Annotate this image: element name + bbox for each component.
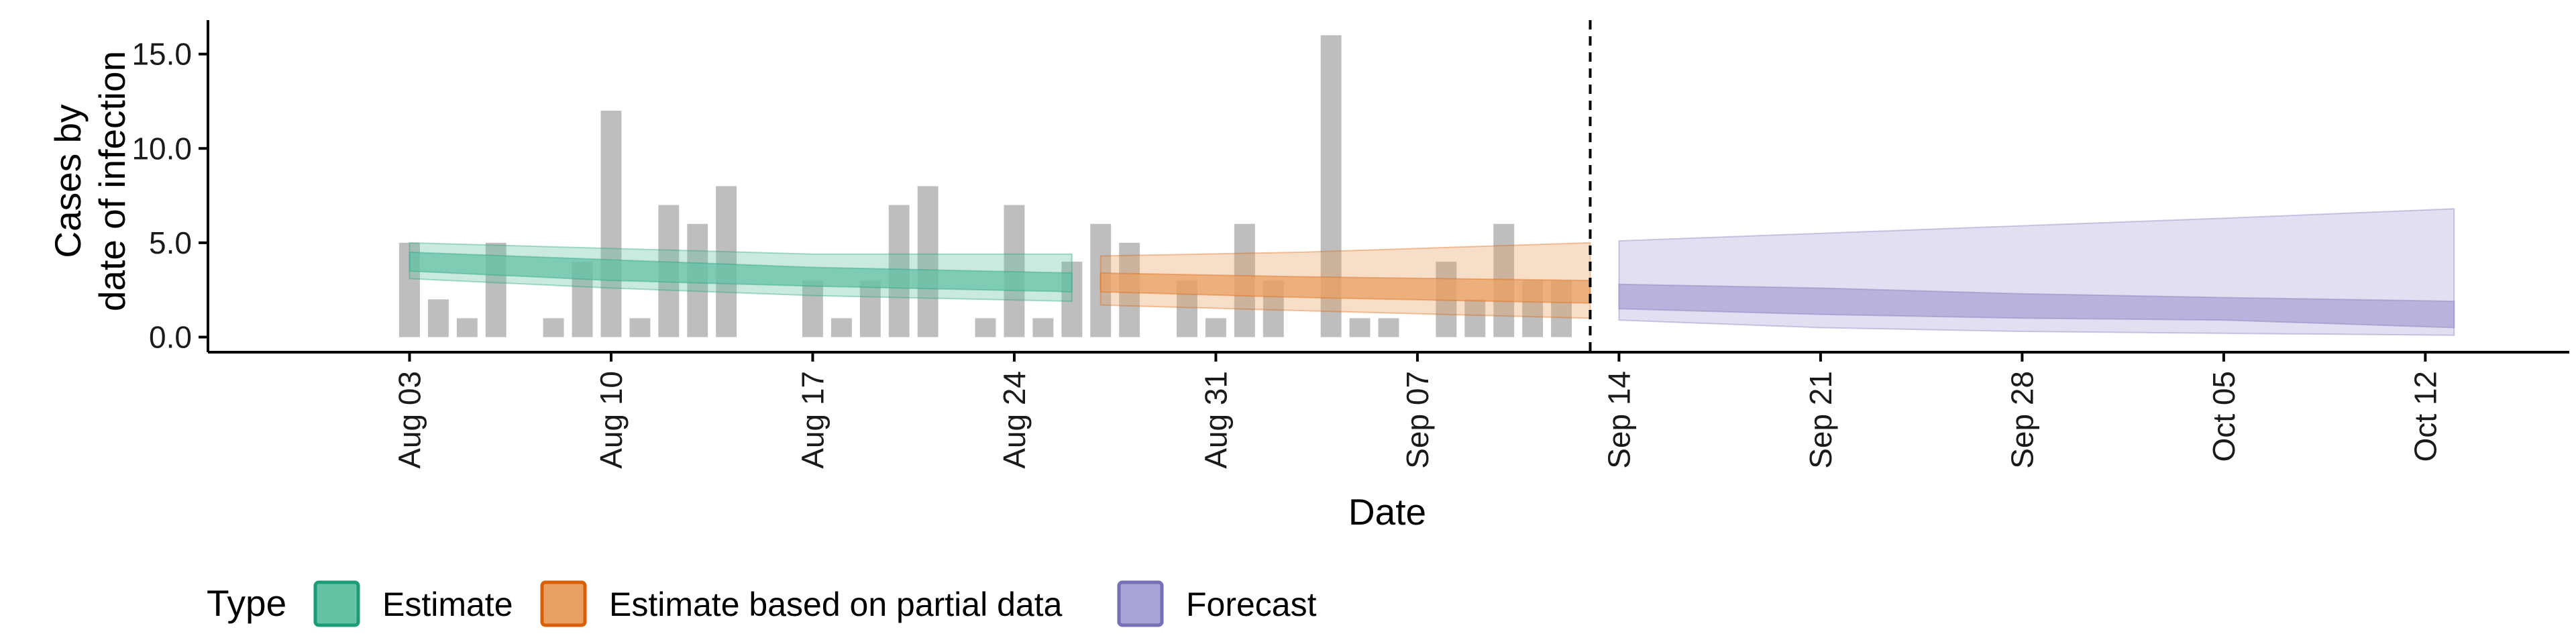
x-tick-label: Aug 03 (392, 371, 427, 469)
case-bar (975, 318, 996, 337)
ribbons-layer (409, 208, 2455, 336)
case-bar (1032, 318, 1054, 337)
case-bar (543, 318, 564, 337)
y-tick-label: 10.0 (131, 131, 192, 166)
x-tick-label: Aug 17 (795, 371, 830, 469)
x-axis-title: Date (1348, 491, 1426, 533)
x-tick-label: Aug 31 (1198, 371, 1233, 469)
legend: Type Estimate Estimate based on partial da… (207, 580, 1317, 627)
legend-label: Forecast (1186, 586, 1317, 623)
case-bar (716, 186, 737, 337)
legend-key (1117, 580, 1164, 627)
case-bar (1349, 318, 1371, 337)
y-axis-title: Cases by date of infection (47, 51, 133, 311)
case-bar (1378, 318, 1399, 337)
axes-layer: 0.0 5.0 10.0 15.0 Aug 03 Aug 10 Aug 17 Aug 24 Au… (131, 20, 2569, 469)
case-bar (859, 280, 881, 337)
y-axis-title-line-1: Cases by (47, 104, 89, 258)
legend-key (313, 580, 360, 627)
case-bar (456, 318, 478, 337)
case-bar (427, 299, 449, 337)
legend-label: Estimate (382, 586, 513, 623)
x-tick-label: Aug 10 (594, 371, 629, 469)
y-tick-label: 15.0 (131, 37, 192, 72)
legend-label: Estimate based on partial data (609, 586, 1063, 623)
ribbon-50 (1618, 283, 2455, 329)
x-tick-label: Aug 24 (997, 371, 1032, 469)
case-bar (629, 318, 651, 337)
ribbon-50 (409, 251, 1073, 293)
case-bar (1205, 318, 1226, 337)
case-bar (830, 318, 852, 337)
x-tick-label: Sep 07 (1400, 371, 1435, 469)
case-bar (1004, 205, 1025, 337)
y-axis-title-line-2: date of infection (91, 51, 133, 311)
y-tick-label: 0.0 (149, 320, 192, 355)
x-tick-label: Sep 14 (1601, 371, 1636, 469)
x-tick-label: Oct 12 (2408, 371, 2443, 462)
legend-key (540, 580, 587, 627)
x-tick-label: Sep 21 (1803, 371, 1838, 469)
case-bar (802, 280, 823, 337)
case-bar (600, 111, 622, 337)
x-tick-label: Oct 05 (2206, 371, 2241, 462)
legend-title: Type (207, 582, 286, 624)
y-tick-label: 5.0 (149, 225, 192, 260)
case-bar (1464, 299, 1486, 337)
x-tick-label: Sep 28 (2004, 371, 2039, 469)
case-bar (917, 186, 938, 337)
